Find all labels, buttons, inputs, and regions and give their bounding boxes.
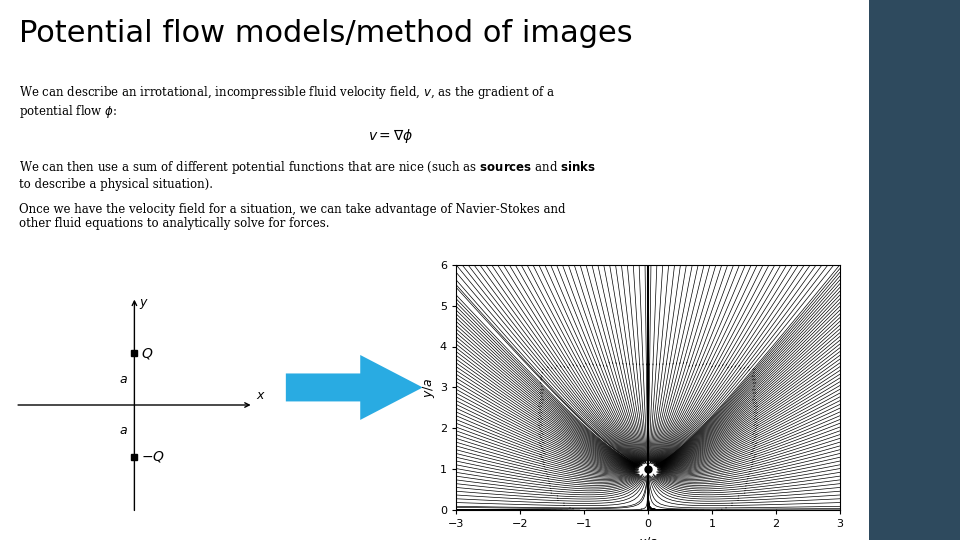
- FancyArrowPatch shape: [755, 437, 756, 438]
- FancyArrowPatch shape: [539, 413, 540, 414]
- FancyArrowPatch shape: [541, 440, 543, 441]
- FancyArrowPatch shape: [541, 386, 542, 387]
- FancyArrowPatch shape: [540, 437, 541, 438]
- FancyArrowPatch shape: [755, 399, 756, 400]
- FancyArrowPatch shape: [754, 418, 755, 420]
- FancyArrowPatch shape: [753, 448, 755, 449]
- FancyArrowPatch shape: [540, 412, 542, 413]
- Text: We can then use a sum of different potential functions that are nice (such as $\: We can then use a sum of different poten…: [19, 159, 596, 191]
- FancyArrowPatch shape: [753, 440, 755, 441]
- FancyArrowPatch shape: [752, 442, 754, 443]
- FancyArrowPatch shape: [540, 393, 541, 394]
- Text: $-Q$: $-Q$: [141, 449, 165, 464]
- FancyArrowPatch shape: [541, 396, 542, 397]
- FancyArrowPatch shape: [542, 434, 543, 435]
- FancyArrowPatch shape: [755, 393, 756, 394]
- FancyArrowPatch shape: [753, 379, 754, 380]
- Text: $Q$: $Q$: [141, 346, 154, 361]
- X-axis label: $x/a$: $x/a$: [637, 535, 659, 540]
- FancyArrowPatch shape: [540, 415, 541, 416]
- Y-axis label: $y/a$: $y/a$: [421, 377, 437, 398]
- FancyArrowPatch shape: [756, 425, 758, 426]
- FancyArrowPatch shape: [542, 399, 543, 400]
- FancyArrowPatch shape: [541, 418, 542, 420]
- FancyArrowPatch shape: [753, 434, 754, 435]
- FancyArrowPatch shape: [754, 424, 755, 426]
- FancyArrowPatch shape: [540, 454, 541, 455]
- FancyArrowPatch shape: [542, 389, 543, 390]
- FancyArrowPatch shape: [538, 425, 540, 426]
- FancyArrowPatch shape: [541, 448, 543, 449]
- FancyArrowPatch shape: [540, 389, 541, 390]
- Text: Potential flow models/method of images: Potential flow models/method of images: [19, 19, 633, 48]
- FancyArrowPatch shape: [542, 393, 543, 394]
- Text: We can describe an irrotational, incompressible fluid velocity field, $v$, as th: We can describe an irrotational, incompr…: [19, 84, 556, 120]
- FancyArrowPatch shape: [753, 389, 754, 390]
- FancyArrowPatch shape: [755, 422, 756, 423]
- FancyArrowPatch shape: [539, 419, 540, 420]
- FancyArrowPatch shape: [540, 422, 541, 423]
- FancyArrowPatch shape: [755, 389, 756, 390]
- FancyArrowPatch shape: [540, 399, 541, 400]
- Text: $a$: $a$: [119, 373, 128, 386]
- Text: $a$: $a$: [119, 424, 128, 437]
- FancyArrowPatch shape: [541, 424, 542, 426]
- FancyArrowPatch shape: [541, 402, 542, 403]
- FancyArrowPatch shape: [753, 393, 754, 394]
- FancyArrowPatch shape: [753, 399, 754, 400]
- FancyArrowPatch shape: [754, 396, 755, 397]
- FancyArrowPatch shape: [540, 446, 542, 447]
- FancyArrowPatch shape: [540, 377, 541, 379]
- Text: Once we have the velocity field for a situation, we can take advantage of Navier: Once we have the velocity field for a si…: [19, 202, 565, 231]
- Text: $y$: $y$: [139, 297, 149, 310]
- FancyArrowPatch shape: [753, 382, 754, 383]
- FancyArrowPatch shape: [539, 406, 540, 407]
- FancyArrowPatch shape: [756, 419, 757, 420]
- FancyArrowPatch shape: [539, 434, 540, 435]
- FancyArrowPatch shape: [754, 402, 755, 403]
- FancyArrowPatch shape: [540, 382, 541, 383]
- FancyArrowPatch shape: [755, 415, 756, 416]
- FancyArrowPatch shape: [755, 454, 756, 455]
- FancyArrowPatch shape: [542, 442, 544, 443]
- Polygon shape: [286, 355, 422, 420]
- FancyArrowPatch shape: [756, 434, 757, 435]
- FancyArrowPatch shape: [754, 412, 756, 413]
- Text: $x$: $x$: [256, 389, 266, 402]
- FancyArrowPatch shape: [755, 406, 756, 407]
- Text: $v = \nabla \phi$: $v = \nabla \phi$: [369, 127, 414, 145]
- FancyArrowPatch shape: [540, 406, 541, 407]
- FancyArrowPatch shape: [540, 379, 541, 380]
- FancyArrowPatch shape: [754, 446, 756, 447]
- FancyArrowPatch shape: [756, 406, 757, 407]
- FancyArrowPatch shape: [756, 413, 757, 414]
- FancyArrowPatch shape: [755, 382, 756, 383]
- FancyArrowPatch shape: [754, 386, 755, 387]
- FancyArrowPatch shape: [755, 379, 756, 380]
